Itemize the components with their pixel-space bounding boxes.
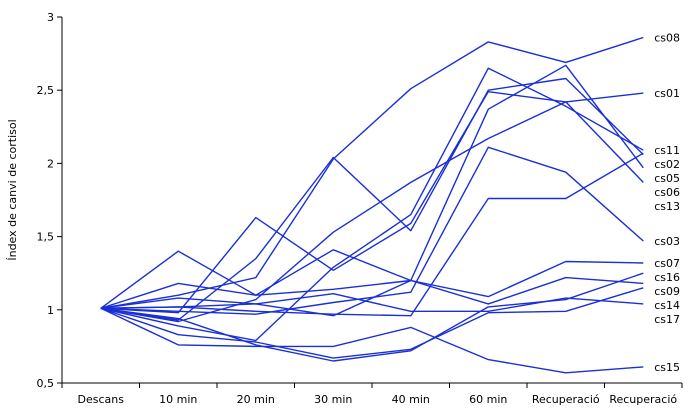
y-tick-label: 1 (47, 304, 54, 317)
x-tick-label: Recuperació (609, 393, 677, 406)
series-line-cs15 (100, 307, 644, 374)
series-line-cs13 (100, 90, 644, 314)
series-label-cs16: cs16 (654, 271, 680, 284)
x-tick-label: 60 min (469, 393, 507, 406)
y-tick-label: 1,5 (37, 231, 55, 244)
series-label-cs06: cs06 (654, 186, 680, 199)
series-label-cs01: cs01 (654, 87, 680, 100)
series-line-cs07 (100, 249, 644, 309)
series-line-cs01 (100, 92, 644, 323)
y-tick-label: 2 (47, 157, 54, 170)
series-line-cs09 (100, 276, 644, 309)
series-label-cs05: cs05 (654, 172, 680, 185)
series-label-cs02: cs02 (654, 158, 680, 171)
series-line-cs14 (100, 287, 644, 359)
x-tick-label: 20 min (237, 393, 275, 406)
series-label-cs03: cs03 (654, 235, 680, 248)
series-label-cs09: cs09 (654, 285, 680, 298)
x-tick-label: Descans (78, 393, 125, 406)
series-line-cs02 (100, 152, 644, 317)
x-tick-label: 40 min (392, 393, 430, 406)
series-label-cs17: cs17 (654, 313, 680, 326)
series-label-cs08: cs08 (654, 31, 680, 44)
y-tick-label: 3 (47, 11, 54, 24)
series-line-cs03 (100, 146, 644, 315)
series-line-cs06 (100, 64, 644, 317)
series-label-cs11: cs11 (654, 144, 680, 157)
x-tick-label: Recuperació (532, 393, 600, 406)
series-lines (100, 36, 644, 374)
y-axis-title: Índex de canvi de cortisol (6, 119, 19, 260)
y-tick-label: 2,5 (37, 84, 55, 97)
x-tick-label: 30 min (314, 393, 352, 406)
x-tick-label: 10 min (159, 393, 197, 406)
series-line-cs08 (100, 36, 644, 309)
series-label-cs13: cs13 (654, 200, 680, 213)
y-tick-label: 0,5 (37, 377, 55, 390)
series-label-cs14: cs14 (654, 299, 680, 312)
series-line-cs16 (100, 272, 644, 362)
axes: 0,5 1 1,5 2 2,5 3 Descans 10 min 20 min 30 min 40 … (37, 11, 683, 406)
series-label-cs07: cs07 (654, 257, 680, 270)
series-label-cs15: cs15 (654, 361, 680, 374)
series-line-cs05 (100, 77, 644, 321)
